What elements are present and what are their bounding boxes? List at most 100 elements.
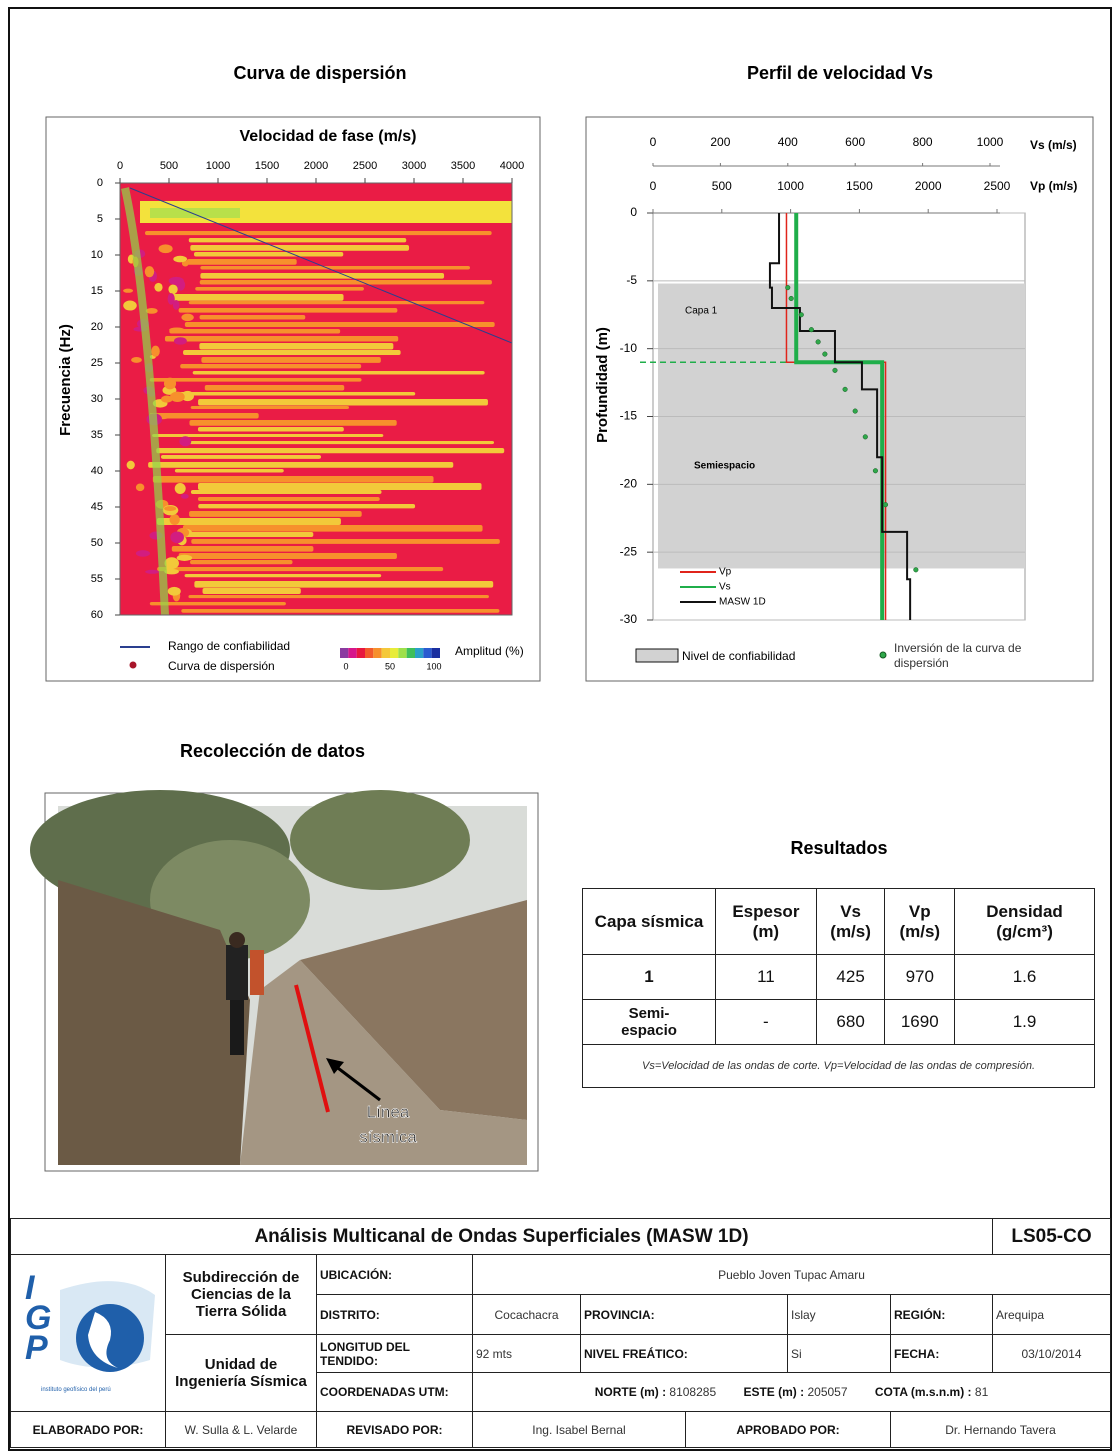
heatmap-blob bbox=[135, 550, 151, 557]
header-cell: Vp (m/s) bbox=[884, 888, 956, 955]
vp-axis-label: Vp (m/s) bbox=[1030, 179, 1077, 193]
heatmap-ridge bbox=[121, 187, 169, 616]
heatmap-band bbox=[188, 238, 407, 243]
heatmap-blob bbox=[170, 531, 184, 544]
y-tick-label: 20 bbox=[91, 321, 103, 333]
label: REGIÓN: bbox=[890, 1294, 993, 1335]
x-tick-label: 2000 bbox=[304, 160, 328, 172]
colorbar-cell bbox=[431, 648, 440, 658]
inversion-point bbox=[798, 312, 804, 318]
heatmap-blob bbox=[173, 337, 187, 345]
heatmap-band bbox=[149, 413, 259, 419]
label: LONGITUD DEL TENDIDO: bbox=[316, 1334, 473, 1373]
heatmap-band bbox=[171, 546, 314, 552]
logo-letter: I bbox=[25, 1269, 35, 1307]
heatmap-band bbox=[199, 343, 394, 350]
heatmap-band bbox=[183, 350, 401, 356]
photo-path bbox=[240, 960, 527, 1165]
logo-letter: P bbox=[25, 1329, 48, 1367]
value: Pueblo Joven Tupac Amaru bbox=[472, 1254, 1111, 1295]
heatmap-band bbox=[199, 280, 492, 285]
heatmap-band bbox=[201, 357, 381, 363]
photo-label: Línea bbox=[367, 1102, 410, 1121]
reliability-zone bbox=[658, 283, 1025, 569]
heatmap-band bbox=[200, 273, 445, 279]
heatmap-band bbox=[149, 378, 362, 382]
colorbar-cell bbox=[348, 648, 357, 658]
x-tick-label: 2500 bbox=[353, 160, 377, 172]
vp-tick-label: 2000 bbox=[915, 179, 942, 193]
heatmap-blob bbox=[131, 357, 142, 363]
photo: Línea sísmica bbox=[30, 790, 527, 1165]
value: Si bbox=[787, 1334, 891, 1373]
heatmap-blob bbox=[172, 300, 180, 310]
photo-person bbox=[229, 932, 245, 948]
heatmap-band bbox=[192, 371, 485, 375]
photo-title: Recolección de datos bbox=[180, 741, 365, 761]
heatmap-blob bbox=[167, 293, 175, 305]
heatmap-band bbox=[145, 231, 492, 236]
heatmap-blob bbox=[144, 266, 155, 278]
heatmap-blob bbox=[169, 514, 180, 525]
cell: 680 bbox=[815, 999, 886, 1045]
layer-label: Capa 1 bbox=[685, 306, 718, 317]
inversion-point bbox=[882, 502, 889, 508]
logo-letter: G bbox=[25, 1299, 52, 1337]
heatmap-band bbox=[182, 525, 483, 532]
heatmap-blob bbox=[145, 569, 160, 574]
heatmap-band bbox=[181, 609, 500, 613]
heatmap-blob bbox=[174, 483, 186, 494]
label: COORDENADAS UTM: bbox=[316, 1372, 473, 1412]
vs-tick-label: 600 bbox=[845, 135, 865, 149]
inversion-point bbox=[913, 567, 919, 573]
label: PROVINCIA: bbox=[580, 1294, 788, 1335]
vs-axis-label: Vs (m/s) bbox=[1030, 138, 1077, 152]
cell: 970 bbox=[884, 954, 956, 1000]
cell: 1.6 bbox=[954, 954, 1095, 1000]
vs-tick-label: 0 bbox=[650, 135, 657, 149]
x-tick-label: 3000 bbox=[402, 160, 426, 172]
coordinates: NORTE (m) : 8108285 ESTE (m) : 205057 CO… bbox=[472, 1372, 1111, 1412]
heatmap-band bbox=[148, 462, 454, 468]
label: NORTE (m) : bbox=[594, 1385, 667, 1399]
heatmap-band bbox=[178, 553, 397, 560]
heatmap-blob bbox=[167, 586, 181, 596]
heatmap-band bbox=[157, 567, 444, 572]
colorbar-tick-label: 0 bbox=[343, 661, 348, 671]
heatmap-blob bbox=[168, 284, 178, 295]
label: REVISADO POR: bbox=[316, 1411, 473, 1448]
cell: 1690 bbox=[884, 999, 956, 1045]
heatmap-band bbox=[197, 497, 380, 501]
value: 81 bbox=[974, 1385, 989, 1399]
y-tick-label: -20 bbox=[620, 477, 638, 491]
heatmap-blob bbox=[176, 554, 193, 561]
photo-person bbox=[250, 950, 264, 995]
value: W. Sulla & L. Velarde bbox=[165, 1411, 317, 1448]
y-tick-label: -10 bbox=[620, 341, 638, 355]
legend-label: Nivel de confiabilidad bbox=[682, 649, 795, 663]
inversion-point bbox=[872, 468, 878, 474]
vp-tick-label: 0 bbox=[650, 179, 657, 193]
heatmap-blob bbox=[168, 276, 184, 285]
legend-label: Vs bbox=[719, 582, 731, 593]
legend-label: Vp bbox=[719, 567, 732, 578]
y-tick-label: 45 bbox=[91, 501, 103, 513]
heatmap-blob bbox=[180, 493, 189, 499]
heatmap-blob bbox=[145, 307, 158, 314]
heatmap-band bbox=[156, 518, 341, 525]
colorbar-cell bbox=[415, 648, 424, 658]
vs-tick-label: 1000 bbox=[977, 135, 1004, 149]
vs-tick-label: 200 bbox=[710, 135, 730, 149]
heatmap-blob bbox=[170, 391, 185, 402]
legend-swatch bbox=[635, 648, 679, 663]
x-tick-label: 3500 bbox=[451, 160, 475, 172]
heatmap-band bbox=[156, 448, 505, 454]
heatmap-band bbox=[189, 420, 397, 426]
y-tick-label: -30 bbox=[620, 612, 638, 626]
heatmap-band bbox=[172, 392, 416, 396]
value: 205057 bbox=[807, 1385, 848, 1399]
heatmap-blob bbox=[126, 460, 135, 470]
vp-tick-label: 2500 bbox=[984, 179, 1011, 193]
heatmap-band bbox=[200, 266, 470, 270]
